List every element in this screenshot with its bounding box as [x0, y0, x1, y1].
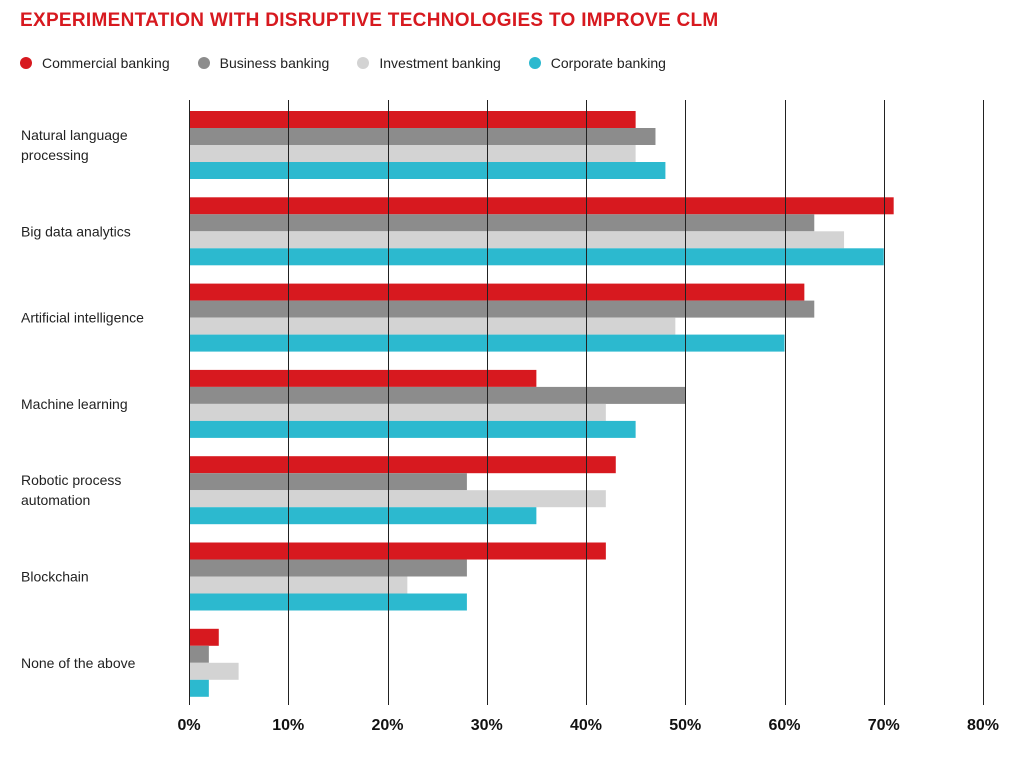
bar-commercial-banking-none-of-the-above: [189, 628, 219, 646]
bar-business-banking-machine-learning: [189, 386, 686, 404]
category-label-artificial-intelligence: Artificial intelligence: [21, 310, 144, 326]
bar-commercial-banking-big-data-analytics: [189, 197, 894, 215]
bar-business-banking-blockchain: [189, 559, 467, 577]
bar-investment-banking-artificial-intelligence: [189, 317, 676, 335]
legend-swatch-corporate-banking: [528, 57, 541, 69]
chart-title: EXPERIMENTATION WITH DISRUPTIVE TECHNOLO…: [20, 10, 719, 31]
x-tick-label: 20%: [371, 717, 403, 734]
bar-business-banking-big-data-analytics: [189, 214, 815, 232]
bar-corporate-banking-artificial-intelligence: [189, 334, 785, 352]
category-label-robotic-process-automation: Robotic process automation: [21, 472, 121, 508]
bars: [189, 111, 894, 697]
bar-investment-banking-natural-language-processing: [189, 145, 636, 162]
bar-commercial-banking-blockchain: [189, 542, 606, 560]
category-label-machine-learning: Machine learning: [21, 396, 128, 412]
legend-swatch-business-banking: [197, 57, 210, 69]
bar-corporate-banking-blockchain: [189, 593, 467, 611]
gridlines: [189, 100, 984, 705]
x-tick-label: 30%: [471, 717, 503, 734]
legend-item-commercial-banking: Commercial banking: [20, 55, 170, 71]
bar-business-banking-none-of-the-above: [189, 645, 209, 663]
bar-commercial-banking-machine-learning: [189, 369, 537, 387]
legend-label-commercial-banking: Commercial banking: [42, 55, 170, 71]
bar-investment-banking-machine-learning: [189, 403, 606, 421]
legend-label-corporate-banking: Corporate banking: [550, 55, 666, 71]
legend-label-business-banking: Business banking: [219, 55, 330, 71]
category-label-blockchain: Blockchain: [21, 569, 89, 585]
x-tick-label: 50%: [669, 717, 701, 734]
bar-investment-banking-blockchain: [189, 576, 408, 594]
legend: Commercial banking Business banking Inve…: [20, 55, 694, 71]
category-label-big-data-analytics: Big data analytics: [21, 223, 131, 239]
legend-swatch-investment-banking: [357, 57, 370, 69]
legend-item-business-banking: Business banking: [197, 55, 330, 71]
category-label-none-of-the-above: None of the above: [21, 655, 136, 671]
legend-swatch-commercial-banking: [20, 57, 32, 69]
bar-investment-banking-big-data-analytics: [189, 231, 845, 249]
bar-corporate-banking-natural-language-processing: [189, 162, 666, 179]
bar-investment-banking-none-of-the-above: [189, 662, 239, 680]
x-axis-ticks: 0% 10% 20% 30% 40% 50% 60% 70% 80%: [177, 717, 999, 734]
bar-corporate-banking-robotic-process-automation: [189, 507, 537, 525]
bar-investment-banking-robotic-process-automation: [189, 490, 606, 508]
bar-corporate-banking-big-data-analytics: [189, 248, 884, 266]
bar-business-banking-artificial-intelligence: [189, 300, 815, 318]
bar-corporate-banking-machine-learning: [189, 420, 636, 438]
bar-business-banking-natural-language-processing: [189, 128, 656, 145]
bar-commercial-banking-robotic-process-automation: [189, 456, 616, 474]
x-tick-label: 40%: [570, 717, 602, 734]
bar-corporate-banking-none-of-the-above: [189, 679, 209, 697]
bar-commercial-banking-natural-language-processing: [189, 111, 636, 128]
x-tick-label: 60%: [768, 717, 800, 734]
legend-item-corporate-banking: Corporate banking: [528, 55, 666, 71]
category-label-natural-language-processing: Natural language processing: [21, 127, 128, 163]
bar-business-banking-robotic-process-automation: [189, 473, 467, 491]
x-tick-label: 80%: [967, 717, 999, 734]
category-labels: Natural language processing Big data analy…: [21, 127, 144, 671]
bar-commercial-banking-artificial-intelligence: [189, 283, 805, 301]
x-tick-label: 0%: [177, 717, 200, 734]
legend-label-investment-banking: Investment banking: [379, 55, 501, 71]
x-tick-label: 10%: [272, 717, 304, 734]
x-tick-label: 70%: [868, 717, 900, 734]
legend-item-investment-banking: Investment banking: [357, 55, 501, 71]
